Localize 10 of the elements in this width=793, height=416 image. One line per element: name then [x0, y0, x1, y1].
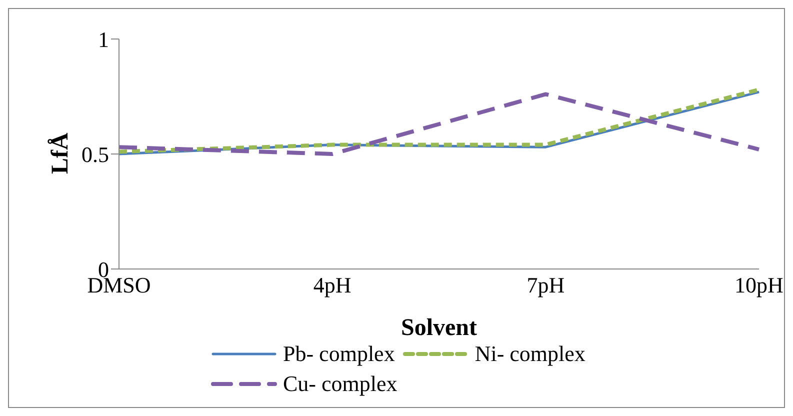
- y-axis-title: LfÅ: [48, 132, 74, 174]
- x-tick-label: 4pH: [313, 272, 352, 298]
- x-tick-label: 10pH: [734, 272, 784, 298]
- y-tick-label: 1: [98, 26, 109, 52]
- x-axis-title: Solvent: [400, 315, 478, 341]
- legend-label: Pb- complex: [283, 341, 395, 367]
- y-tick-label: 0.5: [82, 142, 109, 167]
- legend-label: Cu- complex: [283, 371, 398, 397]
- legend-label: Ni- complex: [474, 341, 586, 367]
- x-tick-label: 7pH: [526, 272, 565, 298]
